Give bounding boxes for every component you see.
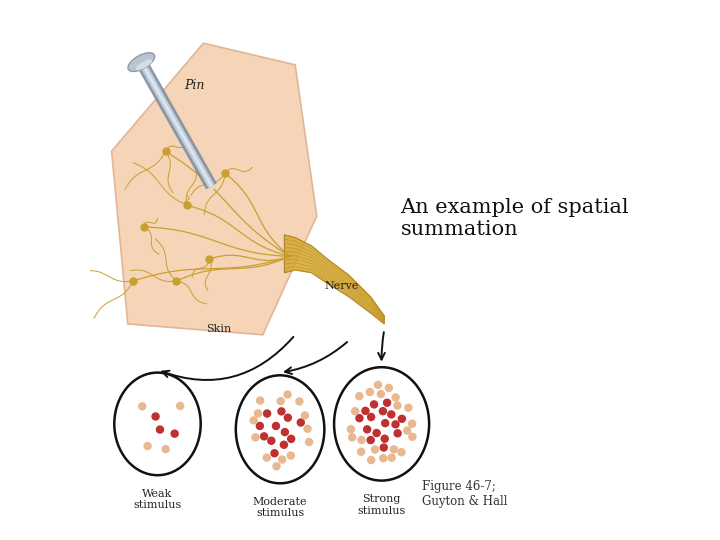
Circle shape xyxy=(302,412,308,419)
Polygon shape xyxy=(284,235,384,324)
Circle shape xyxy=(398,415,405,422)
Circle shape xyxy=(388,454,395,461)
Text: Weak
stimulus: Weak stimulus xyxy=(133,489,181,510)
Ellipse shape xyxy=(135,59,153,70)
Circle shape xyxy=(156,426,163,433)
Circle shape xyxy=(377,390,384,397)
Circle shape xyxy=(278,408,285,415)
Ellipse shape xyxy=(236,375,324,483)
Circle shape xyxy=(405,404,412,411)
Circle shape xyxy=(347,426,354,433)
Circle shape xyxy=(358,436,365,443)
Circle shape xyxy=(379,408,387,415)
Circle shape xyxy=(398,449,405,456)
Circle shape xyxy=(152,413,159,420)
Circle shape xyxy=(409,420,415,427)
Circle shape xyxy=(368,414,374,421)
Ellipse shape xyxy=(334,367,429,481)
Ellipse shape xyxy=(128,53,155,71)
Circle shape xyxy=(356,415,363,422)
Circle shape xyxy=(348,434,356,441)
Circle shape xyxy=(362,407,369,414)
Text: Pin: Pin xyxy=(184,79,205,92)
Text: Figure 46-7;
Guyton & Hall: Figure 46-7; Guyton & Hall xyxy=(422,480,508,508)
Circle shape xyxy=(394,402,401,409)
Text: Moderate
stimulus: Moderate stimulus xyxy=(253,497,307,518)
Text: An example of spatial
summation: An example of spatial summation xyxy=(400,198,629,239)
Circle shape xyxy=(297,419,305,426)
Circle shape xyxy=(272,422,279,429)
Circle shape xyxy=(385,384,392,391)
Circle shape xyxy=(366,388,374,395)
Circle shape xyxy=(162,446,169,453)
Circle shape xyxy=(356,393,363,400)
Circle shape xyxy=(351,408,359,415)
Circle shape xyxy=(382,420,389,427)
Circle shape xyxy=(388,411,395,418)
Circle shape xyxy=(282,429,288,436)
Circle shape xyxy=(284,414,292,421)
Circle shape xyxy=(296,398,303,405)
Circle shape xyxy=(287,452,294,459)
Circle shape xyxy=(373,429,380,436)
Circle shape xyxy=(380,444,387,451)
Circle shape xyxy=(288,435,294,442)
Circle shape xyxy=(264,454,270,461)
Circle shape xyxy=(394,430,401,437)
Circle shape xyxy=(251,417,257,424)
Polygon shape xyxy=(112,43,317,335)
Circle shape xyxy=(358,448,364,455)
Circle shape xyxy=(305,438,312,445)
Circle shape xyxy=(371,401,377,408)
Text: Nerve: Nerve xyxy=(325,281,359,291)
Circle shape xyxy=(261,433,268,440)
Circle shape xyxy=(139,403,145,410)
Circle shape xyxy=(277,397,284,404)
Circle shape xyxy=(390,446,397,453)
Circle shape xyxy=(256,422,264,429)
Circle shape xyxy=(392,394,399,401)
Circle shape xyxy=(304,426,311,433)
Ellipse shape xyxy=(114,373,201,475)
Circle shape xyxy=(171,430,178,437)
Circle shape xyxy=(176,402,184,409)
Circle shape xyxy=(368,456,374,463)
Circle shape xyxy=(364,426,371,433)
Circle shape xyxy=(404,427,410,434)
Circle shape xyxy=(409,433,416,440)
Circle shape xyxy=(264,410,271,417)
Circle shape xyxy=(372,446,379,453)
Circle shape xyxy=(254,410,261,417)
Circle shape xyxy=(392,421,399,428)
Circle shape xyxy=(284,391,291,398)
Circle shape xyxy=(256,397,264,404)
Circle shape xyxy=(144,443,151,450)
Text: Strong
stimulus: Strong stimulus xyxy=(357,494,406,516)
Circle shape xyxy=(268,437,275,444)
Circle shape xyxy=(280,441,287,448)
Circle shape xyxy=(381,435,388,442)
Circle shape xyxy=(374,381,382,388)
Circle shape xyxy=(384,399,390,406)
Circle shape xyxy=(252,434,259,441)
Text: Skin: Skin xyxy=(206,324,231,334)
Circle shape xyxy=(367,436,374,443)
Circle shape xyxy=(379,455,387,462)
Circle shape xyxy=(271,450,278,457)
Circle shape xyxy=(273,463,280,470)
Circle shape xyxy=(279,456,286,463)
